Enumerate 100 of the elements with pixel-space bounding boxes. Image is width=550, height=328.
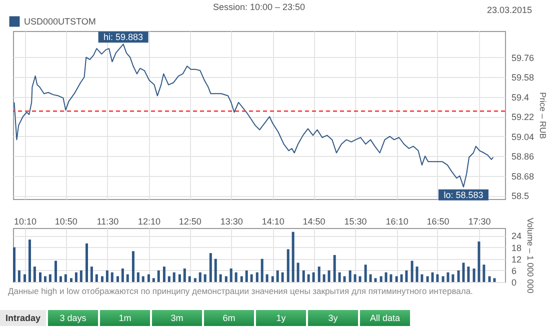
bar: [482, 264, 486, 282]
bar: [256, 272, 258, 282]
x-tick-label: 16:50: [426, 216, 450, 226]
bar: [358, 276, 362, 282]
bar: [142, 276, 144, 282]
x-tick-label: 15:30: [344, 216, 367, 226]
bar: [405, 270, 408, 282]
bar: [328, 270, 330, 282]
bar: [183, 268, 186, 282]
bar: [152, 278, 155, 282]
bar: [322, 274, 326, 282]
bar: [116, 276, 119, 282]
bar: [95, 274, 98, 282]
y-tick-label: 59.58: [512, 72, 534, 83]
bar: [136, 272, 140, 282]
y-tick-label: 59.4: [512, 92, 530, 102]
bar: [467, 266, 470, 282]
y-tick-label: 12: [512, 254, 522, 264]
bar: [442, 276, 444, 282]
bar: [12, 247, 16, 282]
bar: [312, 272, 315, 282]
x-tick-label: 16:10: [386, 216, 408, 226]
bar: [245, 270, 248, 282]
bar: [266, 274, 268, 282]
bar: [286, 249, 290, 282]
bar: [416, 266, 418, 282]
bar: [74, 272, 78, 282]
tab: All data: [360, 310, 410, 326]
bar: [400, 274, 403, 282]
text: 23.03.2015: [486, 5, 532, 15]
bar: [132, 251, 134, 282]
bar: [390, 274, 392, 282]
bar: [33, 266, 36, 282]
bar: [168, 276, 170, 282]
bar: [250, 274, 253, 282]
y-tick-label: 59.76: [512, 52, 534, 63]
bar: [333, 255, 336, 282]
bar: [488, 276, 491, 282]
x-tick-label: 14:50: [302, 216, 326, 226]
bar: [214, 258, 217, 282]
bar: [64, 274, 67, 282]
y-tick-label: 24: [512, 231, 522, 242]
x-tick-label: 14:10: [262, 216, 284, 226]
x-tick-label: 17:30: [468, 216, 491, 226]
x-tick-label: 10:50: [54, 216, 78, 226]
y-axis-title: Volume – 1 000 000: [526, 218, 536, 294]
bar: [343, 276, 346, 282]
bar: [292, 232, 294, 282]
bar: [106, 270, 108, 282]
chart-title: Session: 10:00 – 23:50: [212, 2, 306, 12]
y-tick-label: 58.5: [512, 191, 530, 202]
bar: [121, 268, 124, 282]
bar: [198, 272, 202, 282]
bar: [384, 272, 388, 282]
bar: [230, 268, 232, 282]
bar: [188, 276, 191, 282]
bar: [240, 276, 243, 282]
y-tick-label: 59.04: [512, 132, 534, 142]
y-tick-label: 58.68: [512, 171, 534, 182]
bar: [354, 274, 356, 282]
bar: [85, 243, 88, 282]
bar: [24, 274, 26, 282]
bar: [224, 276, 228, 282]
bar: [44, 276, 46, 282]
bar: [436, 274, 439, 282]
bar: [178, 274, 181, 282]
bar: [395, 276, 398, 282]
bar: [410, 260, 414, 282]
bar: [100, 276, 104, 282]
bar: [48, 274, 52, 282]
bar: [281, 272, 284, 282]
y-tick-label: 6: [512, 266, 517, 276]
y-tick-label: 0: [512, 278, 517, 288]
bar: [271, 276, 274, 282]
bar: [318, 266, 320, 282]
bar: [194, 278, 196, 282]
bar: [234, 272, 238, 282]
tab: 3 days: [48, 310, 98, 326]
x-tick-label: 12:50: [178, 216, 202, 226]
x-tick-label: 10:10: [14, 216, 37, 226]
legend-label: USD000UTSTOM: [24, 16, 96, 26]
bar: [380, 276, 382, 282]
tab: 3y: [308, 310, 358, 326]
bar: [260, 258, 264, 282]
bar: [296, 262, 300, 282]
bar: [420, 274, 424, 282]
bar: [276, 270, 279, 282]
x-tick-label: 13:30: [220, 216, 243, 226]
tab: 1y: [256, 310, 306, 326]
text: Данные high и low отображаются по принципу демонстрации значения цены закрытия для пятиминутного интервала.: [8, 286, 473, 296]
bar: [493, 278, 496, 282]
bar: [126, 274, 129, 282]
bar: [338, 272, 341, 282]
bar: [209, 253, 212, 282]
bar: [28, 240, 31, 282]
bar: [452, 274, 454, 282]
bar: [54, 260, 58, 282]
y-tick-label: 59.22: [512, 112, 534, 122]
tab: 3m: [152, 310, 202, 326]
bar: [374, 278, 377, 282]
